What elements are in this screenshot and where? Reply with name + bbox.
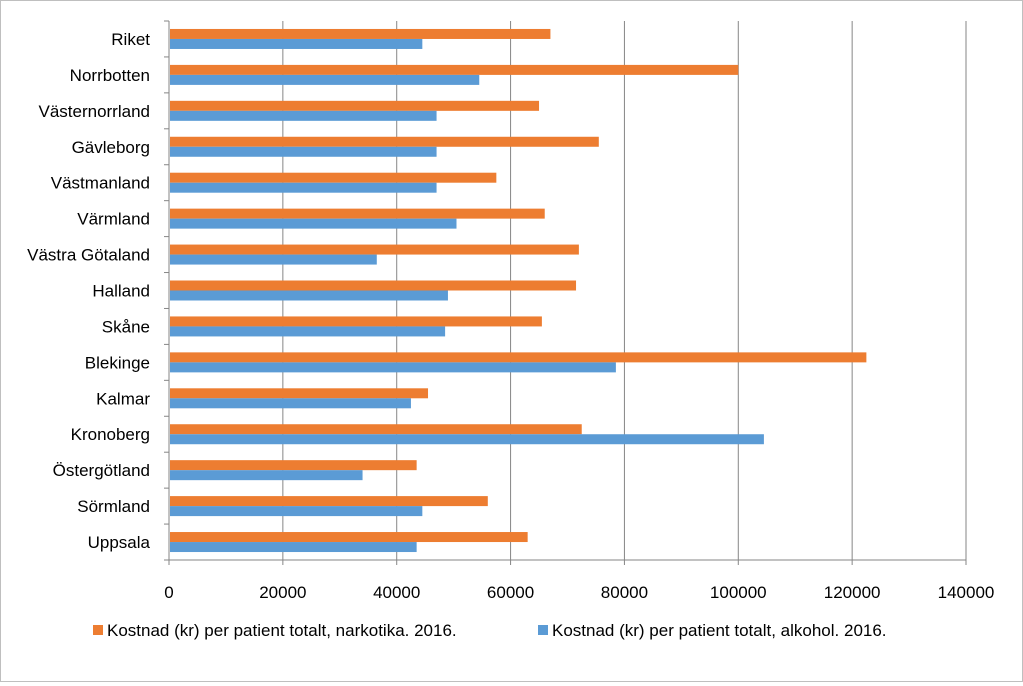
category-labels: Riket Norrbotten Västernorrland Gävleborg Vä… — [27, 30, 150, 552]
category-label: Halland — [92, 282, 150, 301]
bar-narkotika — [170, 496, 488, 507]
bar-alkohol — [170, 146, 437, 157]
bar-narkotika — [170, 64, 739, 75]
bar-alkohol — [170, 254, 377, 265]
x-tick-label: 120000 — [824, 583, 881, 602]
category-label: Kalmar — [96, 389, 150, 408]
bar-alkohol — [170, 110, 437, 121]
bar-alkohol — [170, 506, 423, 517]
bar-alkohol — [170, 290, 448, 301]
bar-alkohol — [170, 434, 764, 445]
x-tick-label: 0 — [164, 583, 173, 602]
bar-narkotika — [170, 136, 599, 147]
category-label: Norrbotten — [70, 66, 150, 85]
category-label: Värmland — [77, 210, 150, 229]
bar-alkohol — [170, 398, 411, 409]
category-label: Riket — [111, 30, 150, 49]
bar-alkohol — [170, 542, 417, 553]
category-label: Blekinge — [85, 353, 150, 372]
category-label: Västernorrland — [38, 102, 150, 121]
legend-swatch — [538, 625, 548, 635]
bar-narkotika — [170, 28, 551, 39]
x-tick-label: 60000 — [487, 583, 534, 602]
x-tick-labels: 0 20000 40000 60000 80000 100000 120000 140000 — [164, 583, 994, 602]
bar-narkotika — [170, 460, 417, 471]
bar-narkotika — [170, 532, 528, 543]
bar-alkohol — [170, 38, 423, 49]
category-label: Gävleborg — [72, 138, 150, 157]
bar-alkohol — [170, 182, 437, 193]
category-label: Kronoberg — [71, 425, 150, 444]
bars — [170, 28, 867, 553]
bar-alkohol — [170, 326, 446, 337]
bar-alkohol — [170, 362, 616, 373]
bar-narkotika — [170, 280, 577, 291]
legend-label: Kostnad (kr) per patient totalt, alkohol… — [552, 621, 887, 640]
x-tick-label: 80000 — [601, 583, 648, 602]
bar-narkotika — [170, 172, 497, 183]
bar-alkohol — [170, 470, 363, 481]
axes — [164, 20, 967, 565]
category-label: Östergötland — [53, 461, 150, 480]
category-label: Skåne — [102, 317, 150, 336]
bar-narkotika — [170, 352, 867, 363]
bar-narkotika — [170, 316, 542, 327]
x-tick-label: 20000 — [259, 583, 306, 602]
bar-narkotika — [170, 424, 582, 435]
category-label: Västra Götaland — [27, 246, 150, 265]
category-label: Västmanland — [51, 174, 150, 193]
x-tick-label: 40000 — [373, 583, 420, 602]
bar-narkotika — [170, 208, 545, 219]
category-label: Sörmland — [77, 497, 150, 516]
bar-narkotika — [170, 100, 540, 111]
x-tick-label: 100000 — [710, 583, 767, 602]
bar-narkotika — [170, 244, 579, 255]
bar-alkohol — [170, 218, 457, 229]
category-label: Uppsala — [88, 533, 151, 552]
legend: Kostnad (kr) per patient totalt, narkoti… — [93, 621, 887, 640]
x-tick-label: 140000 — [938, 583, 995, 602]
bar-narkotika — [170, 388, 429, 399]
legend-label: Kostnad (kr) per patient totalt, narkoti… — [107, 621, 457, 640]
bar-alkohol — [170, 74, 480, 85]
legend-swatch — [93, 625, 103, 635]
